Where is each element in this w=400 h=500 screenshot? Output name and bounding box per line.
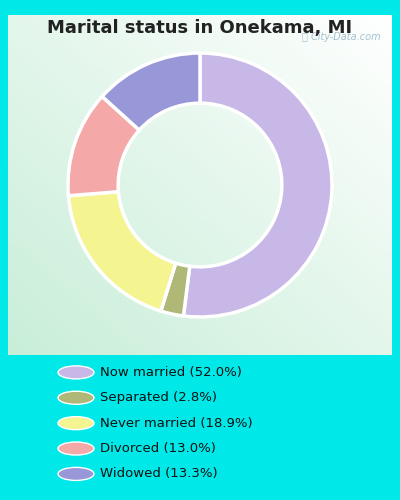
Text: Separated (2.8%): Separated (2.8%) bbox=[100, 392, 217, 404]
Text: Never married (18.9%): Never married (18.9%) bbox=[100, 416, 253, 430]
Wedge shape bbox=[161, 263, 190, 316]
Circle shape bbox=[58, 442, 94, 455]
Circle shape bbox=[58, 366, 94, 379]
Circle shape bbox=[58, 416, 94, 430]
Text: Ⓜ City-Data.com: Ⓜ City-Data.com bbox=[302, 32, 380, 42]
Text: Divorced (13.0%): Divorced (13.0%) bbox=[100, 442, 216, 455]
Circle shape bbox=[58, 391, 94, 404]
Wedge shape bbox=[184, 53, 332, 317]
Text: Now married (52.0%): Now married (52.0%) bbox=[100, 366, 242, 379]
Circle shape bbox=[58, 468, 94, 480]
Wedge shape bbox=[68, 96, 139, 196]
Text: Widowed (13.3%): Widowed (13.3%) bbox=[100, 468, 218, 480]
Wedge shape bbox=[68, 192, 176, 311]
Text: Marital status in Onekama, MI: Marital status in Onekama, MI bbox=[48, 19, 352, 37]
Wedge shape bbox=[102, 53, 200, 130]
